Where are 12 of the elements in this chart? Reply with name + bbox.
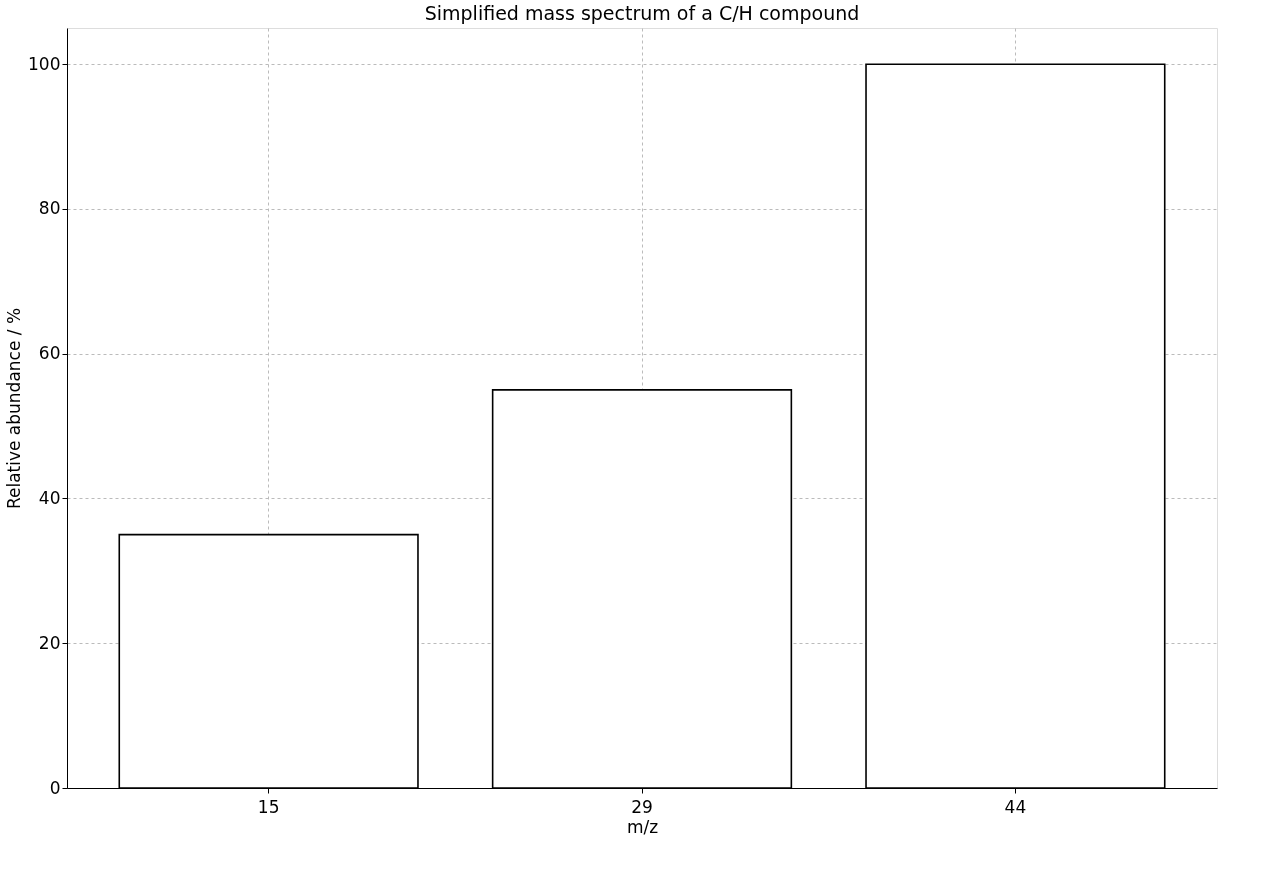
y-tick-label: 20 — [38, 632, 61, 653]
x-tick-label: 44 — [1004, 796, 1027, 817]
y-tick-label: 80 — [38, 198, 61, 219]
x-tick-label: 15 — [257, 796, 280, 817]
y-tick-label: 60 — [38, 343, 61, 364]
y-tick-label: 100 — [28, 53, 61, 74]
x-tick-label: 29 — [631, 796, 653, 817]
chart-title: Simplified mass spectrum of a C/H compound — [424, 2, 860, 24]
y-tick-label: 0 — [49, 777, 61, 798]
x-axis-title: m/z — [626, 816, 659, 837]
y-axis-title: Relative abundance / % — [4, 307, 25, 510]
y-tick-label: 40 — [38, 487, 61, 508]
